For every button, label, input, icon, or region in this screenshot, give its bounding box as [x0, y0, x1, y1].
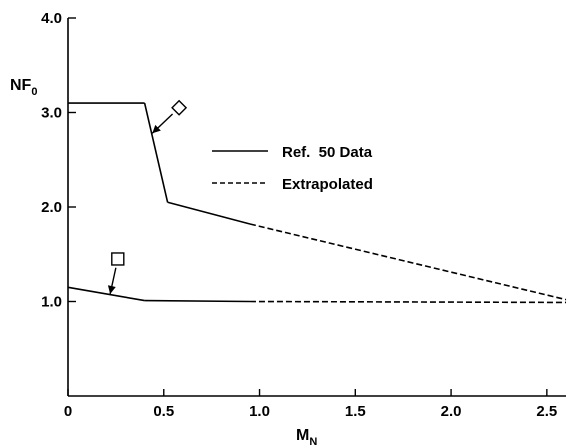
series-square-segment: [67, 286, 145, 302]
series-square-segment: [249, 300, 567, 304]
legend-label-ref-50-data: Ref. 50 Data: [282, 144, 373, 161]
y-tick-label: 1.0: [41, 294, 62, 311]
x-tick-label: 2.0: [441, 403, 462, 420]
x-tick-label: 0: [64, 403, 72, 420]
ticks: 0 0.5 1.0 1.5 2.0 2.5 1.0 2.0 3.0 4.0: [41, 10, 557, 420]
series-diamond-segment: [143, 102, 169, 203]
x-axis-label-sub: N: [309, 436, 317, 446]
x-axis-label-main: M: [296, 427, 309, 444]
y-tick-label: 2.0: [41, 199, 62, 216]
y-axis-label-sub: 0: [31, 86, 37, 98]
y-axis-label-main: NF: [10, 77, 32, 94]
annotation-layer: [107, 99, 188, 295]
x-tick-label: 1.5: [345, 403, 366, 420]
square-arrow-head: [107, 285, 116, 294]
y-tick-label: 4.0: [41, 10, 62, 27]
diamond-marker: [171, 99, 188, 116]
x-tick-label: 0.5: [153, 403, 174, 420]
legend-label-extrapolated: Extrapolated: [282, 176, 373, 193]
x-axis-label: MN: [296, 427, 317, 446]
legend: Ref. 50 Data Extrapolated: [212, 144, 373, 193]
square-marker: [111, 252, 125, 266]
x-tick-label: 1.0: [249, 403, 270, 420]
y-tick-label: 3.0: [41, 105, 62, 122]
diamond-arrow-head: [152, 124, 161, 134]
y-axis-label: NF0: [10, 77, 37, 98]
series-square-segment: [144, 299, 250, 303]
x-tick-label: 2.5: [536, 403, 557, 420]
series-diamond-segment: [167, 201, 251, 225]
axes: [67, 18, 566, 397]
series-layer: [67, 102, 567, 304]
series-diamond-segment: [249, 223, 567, 301]
